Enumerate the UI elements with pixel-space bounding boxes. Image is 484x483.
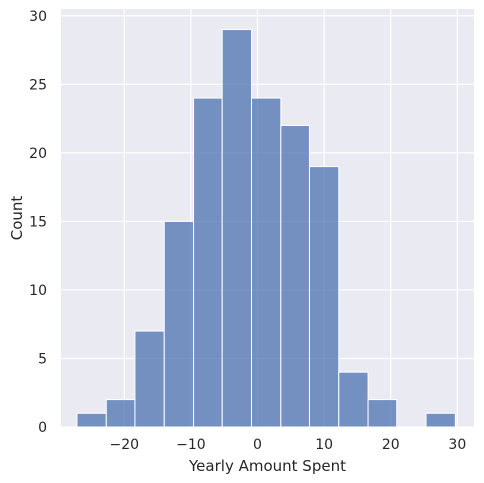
- y-tick-label: 15: [29, 214, 47, 230]
- y-tick-label: 30: [29, 9, 47, 25]
- x-tick-label: 10: [315, 437, 333, 453]
- x-tick-label: −20: [110, 437, 140, 453]
- histogram-bar: [425, 412, 456, 428]
- histogram-bar: [338, 371, 369, 428]
- y-tick-label: 10: [29, 283, 47, 299]
- histogram-bar: [308, 166, 340, 428]
- histogram-bar: [280, 124, 310, 428]
- histogram-bar: [367, 399, 398, 428]
- histogram-bar: [163, 220, 195, 428]
- y-tick-label: 0: [38, 420, 47, 436]
- x-tick-label: 0: [253, 437, 262, 453]
- x-tick-label: −10: [176, 437, 206, 453]
- y-tick-label: 25: [29, 77, 47, 93]
- y-axis-label: Count: [8, 196, 26, 241]
- histogram-bars: [76, 29, 456, 428]
- x-tick-label: 30: [448, 437, 466, 453]
- y-tick-label: 5: [38, 351, 47, 367]
- y-tick-label: 20: [29, 146, 47, 162]
- histogram-bar: [221, 29, 253, 428]
- x-tick-labels: −20 −10 0 10 20 30: [110, 437, 467, 453]
- y-tick-labels: 0 5 10 15 20 25 30: [29, 9, 47, 436]
- histogram-bar: [134, 330, 165, 428]
- histogram-bar: [251, 97, 282, 428]
- histogram-bar: [76, 412, 107, 428]
- histogram-bar: [193, 97, 223, 428]
- x-tick-label: 20: [382, 437, 400, 453]
- histogram-bar: [105, 399, 136, 428]
- x-axis-label: Yearly Amount Spent: [188, 457, 346, 475]
